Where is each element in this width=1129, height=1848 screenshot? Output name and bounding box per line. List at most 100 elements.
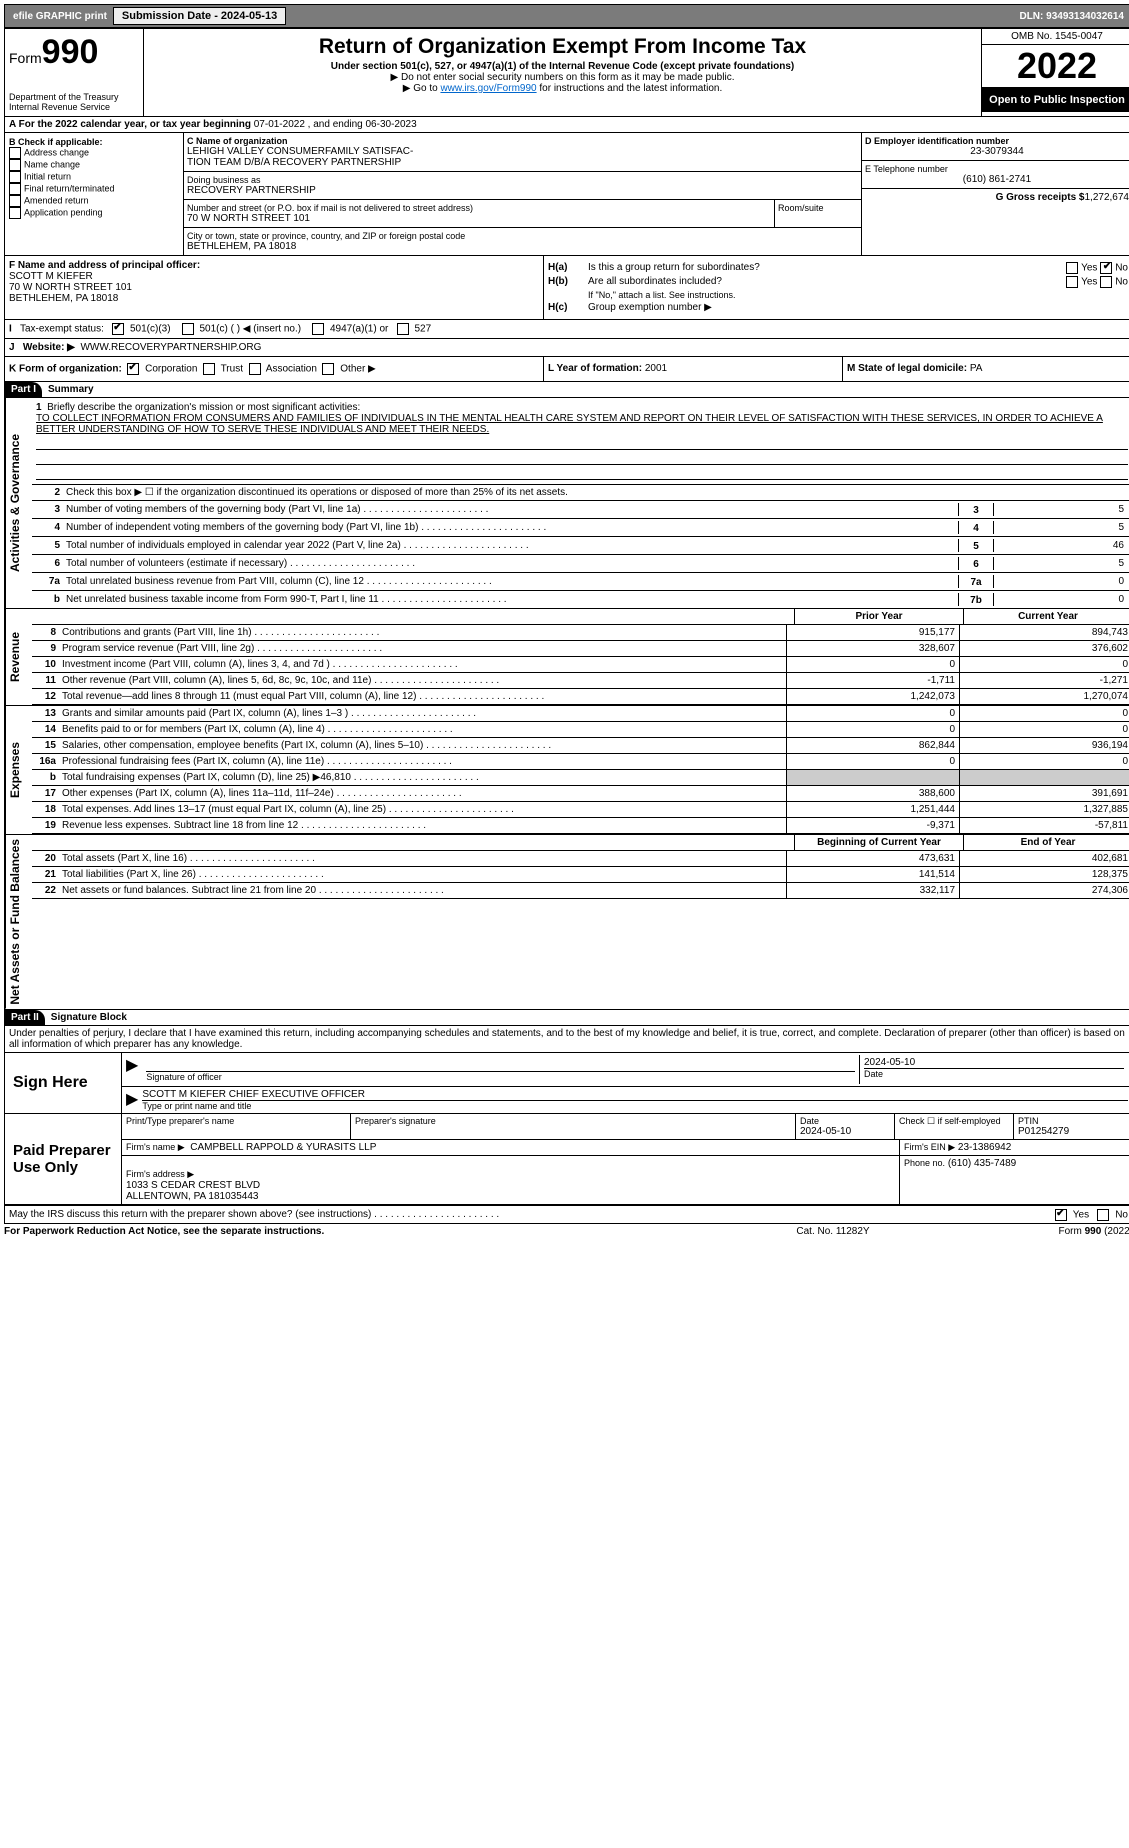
cb-association[interactable]	[249, 363, 261, 375]
mission-block: 1 Briefly describe the organization's mi…	[32, 398, 1129, 485]
side-label-ag: Activities & Governance	[5, 398, 32, 608]
ha-yes-cb[interactable]	[1066, 262, 1078, 274]
header-mid: Return of Organization Exempt From Incom…	[144, 29, 981, 116]
paid-preparer-label: Paid Preparer Use Only	[5, 1114, 122, 1204]
row-a-tax-year: A For the 2022 calendar year, or tax yea…	[5, 117, 1129, 133]
cb-initial-return[interactable]: Initial return	[9, 171, 179, 183]
discuss-no-cb[interactable]	[1097, 1209, 1109, 1221]
col-c-org-info: C Name of organization LEHIGH VALLEY CON…	[184, 133, 861, 255]
part1-exp-block: Expenses 13 Grants and similar amounts p…	[5, 706, 1129, 835]
cb-trust[interactable]	[203, 363, 215, 375]
arrow-icon: ▶	[126, 1055, 142, 1084]
line-17: 17 Other expenses (Part IX, column (A), …	[32, 786, 1129, 802]
omb-label: OMB No. 1545-0047	[982, 29, 1129, 45]
city-block: City or town, state or province, country…	[184, 228, 861, 255]
cb-other[interactable]	[322, 363, 334, 375]
h-a-line: H(a) Is this a group return for subordin…	[548, 262, 1128, 274]
cb-501c[interactable]	[182, 323, 194, 335]
net-header: Beginning of Current Year End of Year	[32, 835, 1129, 851]
officer-addr1: 70 W NORTH STREET 101	[9, 282, 539, 293]
line-5: 5 Total number of individuals employed i…	[32, 537, 1129, 555]
cb-501c3[interactable]	[112, 323, 124, 335]
line-14: 14 Benefits paid to or for members (Part…	[32, 722, 1129, 738]
paid-preparer-row: Paid Preparer Use Only Print/Type prepar…	[5, 1114, 1129, 1205]
line-13: 13 Grants and similar amounts paid (Part…	[32, 706, 1129, 722]
top-bar: efile GRAPHIC print Submission Date - 20…	[4, 4, 1129, 28]
part2-header-row: Part II Signature Block	[5, 1010, 1129, 1026]
h-b-line: H(b) Are all subordinates included? Yes …	[548, 276, 1128, 288]
line-15: 15 Salaries, other compensation, employe…	[32, 738, 1129, 754]
part1-ag-block: Activities & Governance 1 Briefly descri…	[5, 398, 1129, 609]
part1-badge: Part I	[5, 382, 42, 397]
header-left: Form990 Department of the Treasury Inter…	[5, 29, 144, 116]
line-4: 4 Number of independent voting members o…	[32, 519, 1129, 537]
org-name-block: C Name of organization LEHIGH VALLEY CON…	[184, 133, 861, 172]
cb-527[interactable]	[397, 323, 409, 335]
form-container: Form990 Department of the Treasury Inter…	[4, 28, 1129, 1224]
officer-name: SCOTT M KIEFER	[9, 271, 539, 282]
line-3: 3 Number of voting members of the govern…	[32, 501, 1129, 519]
line-21: 21 Total liabilities (Part X, line 26) 1…	[32, 867, 1129, 883]
city-state-zip: BETHLEHEM, PA 18018	[187, 241, 858, 252]
ha-no-cb[interactable]	[1100, 262, 1112, 274]
cb-amended-return[interactable]: Amended return	[9, 195, 179, 207]
line-8: 8 Contributions and grants (Part VIII, l…	[32, 625, 1129, 641]
form-header: Form990 Department of the Treasury Inter…	[5, 29, 1129, 117]
rev-header: Prior Year Current Year	[32, 609, 1129, 625]
line-16a: 16a Professional fundraising fees (Part …	[32, 754, 1129, 770]
section-fh: F Name and address of principal officer:…	[5, 256, 1129, 320]
dba-block: Doing business as RECOVERY PARTNERSHIP	[184, 172, 861, 200]
submission-date-button[interactable]: Submission Date - 2024-05-13	[113, 7, 286, 25]
cb-name-change[interactable]: Name change	[9, 159, 179, 171]
col-l-year: L Year of formation: 2001	[544, 357, 843, 381]
may-irs-discuss: May the IRS discuss this return with the…	[5, 1205, 1129, 1223]
row-klm: K Form of organization: Corporation Trus…	[5, 357, 1129, 382]
side-label-net: Net Assets or Fund Balances	[5, 835, 32, 1009]
firm-phone: (610) 435-7489	[948, 1158, 1016, 1169]
col-f-officer: F Name and address of principal officer:…	[5, 256, 544, 319]
sign-here-row: Sign Here ▶ Signature of officer 2024-05…	[5, 1053, 1129, 1114]
hb-no-cb[interactable]	[1100, 276, 1112, 288]
dba-name: RECOVERY PARTNERSHIP	[187, 185, 858, 196]
col-k-form-org: K Form of organization: Corporation Trus…	[5, 357, 544, 381]
part2-badge: Part II	[5, 1010, 45, 1025]
ptin-value: P01254279	[1018, 1126, 1128, 1137]
line-b: b Total fundraising expenses (Part IX, c…	[32, 770, 1129, 786]
line-22: 22 Net assets or fund balances. Subtract…	[32, 883, 1129, 899]
hb-yes-cb[interactable]	[1066, 276, 1078, 288]
col-de-right: D Employer identification number 23-3079…	[861, 133, 1129, 255]
ein-block: D Employer identification number 23-3079…	[862, 133, 1129, 161]
tax-year: 2022	[982, 45, 1129, 88]
phone-value: (610) 861-2741	[865, 174, 1129, 185]
gross-receipts: G Gross receipts $1,272,674	[862, 189, 1129, 206]
firm-name: CAMPBELL RAPPOLD & YURASITS LLP	[190, 1142, 376, 1153]
room-suite: Room/suite	[775, 200, 861, 227]
mission-text: TO COLLECT INFORMATION FROM CONSUMERS AN…	[36, 413, 1103, 435]
discuss-yes-cb[interactable]	[1055, 1209, 1067, 1221]
form-title: Return of Organization Exempt From Incom…	[148, 35, 977, 59]
line-20: 20 Total assets (Part X, line 16) 473,63…	[32, 851, 1129, 867]
sig-date: 2024-05-10	[864, 1057, 1124, 1068]
irs-link[interactable]: www.irs.gov/Form990	[440, 83, 536, 94]
line-9: 9 Program service revenue (Part VIII, li…	[32, 641, 1129, 657]
efile-label: efile GRAPHIC print	[7, 11, 113, 22]
part1-rev-block: Revenue Prior Year Current Year 8 Contri…	[5, 609, 1129, 706]
cb-4947[interactable]	[312, 323, 324, 335]
cb-corporation[interactable]	[127, 363, 139, 375]
side-label-rev: Revenue	[5, 609, 32, 705]
firm-ein: 23-1386942	[958, 1142, 1011, 1153]
part1-header-row: Part I Summary	[5, 382, 1129, 398]
line-6: 6 Total number of volunteers (estimate i…	[32, 555, 1129, 573]
cb-final-return[interactable]: Final return/terminated	[9, 183, 179, 195]
form-note1: ▶ Do not enter social security numbers o…	[148, 72, 977, 83]
row-i-tax-status: I Tax-exempt status: 501(c)(3) 501(c) ( …	[5, 320, 1129, 339]
dln-label: DLN: 93493134032614	[1019, 11, 1129, 22]
col-m-state: M State of legal domicile: PA	[843, 357, 1129, 381]
cb-application-pending[interactable]: Application pending	[9, 207, 179, 219]
street-address: 70 W NORTH STREET 101	[187, 213, 771, 224]
cb-address-change[interactable]: Address change	[9, 147, 179, 159]
line-11: 11 Other revenue (Part VIII, column (A),…	[32, 673, 1129, 689]
open-inspection: Open to Public Inspection	[982, 88, 1129, 112]
line-12: 12 Total revenue—add lines 8 through 11 …	[32, 689, 1129, 705]
line-b: b Net unrelated business taxable income …	[32, 591, 1129, 608]
